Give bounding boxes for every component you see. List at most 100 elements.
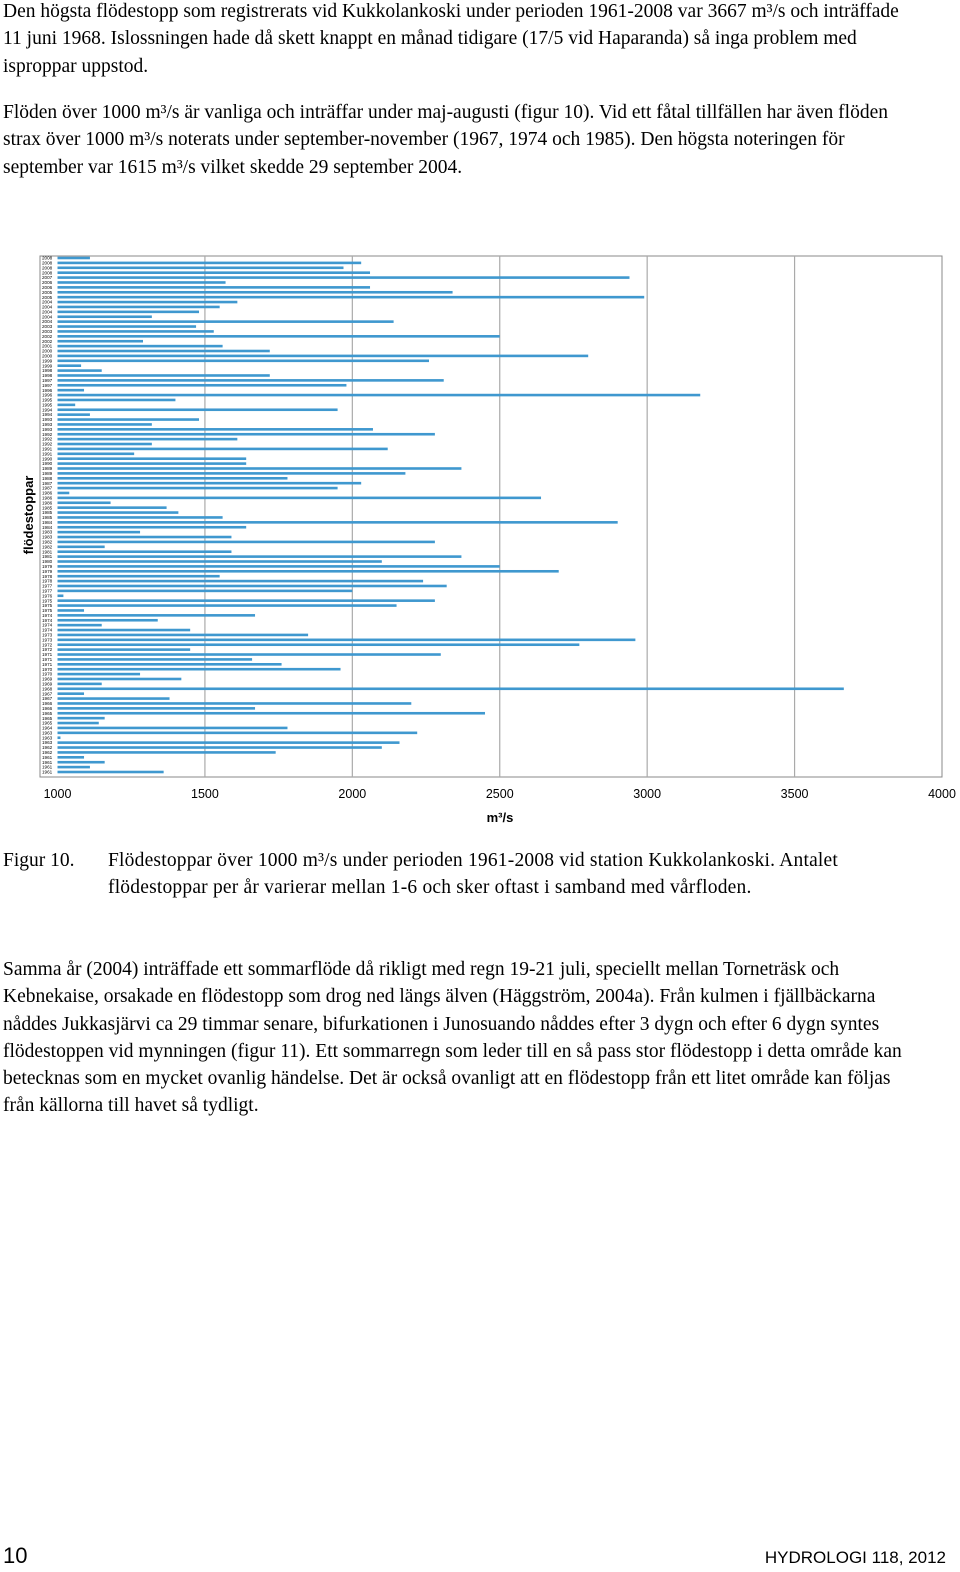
bar bbox=[57, 736, 61, 740]
bar bbox=[57, 398, 176, 402]
y-tick-label: 2003 bbox=[42, 329, 53, 334]
y-tick-label: 1983 bbox=[42, 535, 53, 540]
x-tick-label: 1000 bbox=[44, 787, 72, 801]
y-tick-label: 1987 bbox=[42, 481, 53, 486]
bar bbox=[57, 428, 373, 431]
bar bbox=[57, 751, 276, 754]
bar bbox=[57, 374, 270, 377]
caption-label: Figur 10. bbox=[3, 850, 75, 871]
bar bbox=[57, 516, 223, 519]
bar bbox=[57, 320, 394, 323]
bar bbox=[57, 614, 256, 617]
y-tick-label: 1991 bbox=[42, 451, 53, 456]
bar bbox=[57, 550, 232, 554]
bar bbox=[57, 393, 701, 397]
bar bbox=[57, 545, 105, 549]
bar bbox=[57, 697, 170, 700]
x-tick-label: 1500 bbox=[191, 787, 219, 801]
bar bbox=[57, 423, 152, 426]
y-tick-label: 1961 bbox=[42, 770, 53, 775]
bar bbox=[57, 535, 232, 539]
bar bbox=[57, 540, 435, 544]
y-tick-label: 1994 bbox=[42, 412, 53, 417]
bar bbox=[57, 721, 99, 725]
bar bbox=[57, 555, 462, 558]
bar bbox=[57, 481, 362, 485]
y-tick-label: 2000 bbox=[42, 354, 53, 359]
bar bbox=[57, 687, 844, 691]
bar bbox=[57, 618, 158, 622]
bar bbox=[57, 609, 85, 612]
y-tick-label: 1975 bbox=[42, 603, 53, 608]
y-tick-label: 1982 bbox=[42, 544, 53, 549]
bar bbox=[57, 579, 424, 583]
bar bbox=[57, 447, 388, 451]
bar bbox=[57, 707, 256, 710]
bar bbox=[57, 335, 500, 338]
y-tick-label: 1984 bbox=[42, 525, 53, 530]
y-tick-label: 2000 bbox=[42, 349, 53, 354]
y-tick-label: 1996 bbox=[42, 388, 53, 393]
y-tick-label: 1962 bbox=[42, 750, 53, 755]
y-tick-label: 1966 bbox=[42, 706, 53, 711]
y-tick-label: 2006 bbox=[42, 280, 53, 285]
bar bbox=[57, 300, 238, 304]
y-tick-label: 1995 bbox=[42, 402, 53, 407]
y-tick-label: 1973 bbox=[42, 633, 53, 638]
bar bbox=[57, 290, 453, 294]
y-tick-label: 1961 bbox=[42, 755, 53, 760]
bar bbox=[57, 594, 64, 598]
y-tick-label: 1974 bbox=[42, 623, 53, 628]
y-tick-label: 1981 bbox=[42, 554, 53, 559]
y-tick-label: 2004 bbox=[42, 314, 53, 319]
y-tick-label: 1979 bbox=[42, 564, 53, 569]
bar bbox=[57, 628, 191, 632]
bar bbox=[57, 472, 406, 475]
bar bbox=[57, 486, 338, 490]
bar bbox=[57, 658, 253, 661]
y-tick-label: 1990 bbox=[42, 461, 53, 466]
y-tick-label: 1991 bbox=[42, 447, 53, 452]
y-tick-label: 2002 bbox=[42, 339, 53, 344]
bar bbox=[57, 408, 338, 412]
y-tick-label: 1970 bbox=[42, 672, 53, 677]
y-tick-label: 1963 bbox=[42, 735, 53, 740]
bar bbox=[57, 467, 462, 470]
bar bbox=[57, 716, 105, 720]
bar bbox=[57, 462, 247, 465]
plot-frame bbox=[39, 255, 943, 778]
bar bbox=[57, 746, 382, 749]
y-tick-label: 1992 bbox=[42, 437, 53, 442]
bar bbox=[57, 432, 435, 436]
paragraph: Flöden över 1000 m³/s är vanliga och int… bbox=[3, 102, 888, 178]
bar bbox=[57, 379, 444, 382]
bar bbox=[57, 574, 220, 578]
bar bbox=[57, 418, 200, 421]
y-tick-label: 1977 bbox=[42, 588, 53, 593]
bar bbox=[57, 310, 200, 314]
bar bbox=[57, 604, 397, 607]
y-tick-label: 1985 bbox=[42, 510, 53, 515]
y-tick-label: 2004 bbox=[42, 309, 53, 314]
y-tick-label: 1967 bbox=[42, 696, 53, 701]
bar bbox=[57, 648, 191, 651]
y-tick-label: 1996 bbox=[42, 393, 53, 398]
x-axis-label: m³/s bbox=[487, 810, 514, 825]
y-tick-label: 1987 bbox=[42, 486, 53, 491]
y-tick-label: 1966 bbox=[42, 701, 53, 706]
bar bbox=[57, 359, 429, 363]
bar bbox=[57, 672, 141, 676]
y-axis-label: flödestoppar bbox=[21, 476, 36, 555]
paragraph: Samma år (2004) inträffade ett sommarflö… bbox=[3, 959, 902, 1117]
y-tick-label: 1973 bbox=[42, 637, 53, 642]
bar bbox=[57, 653, 441, 656]
bar bbox=[57, 711, 486, 715]
y-tick-label: 1976 bbox=[42, 593, 53, 598]
x-tick-label: 3000 bbox=[633, 787, 661, 801]
bar bbox=[57, 256, 90, 260]
x-tick-label: 4000 bbox=[928, 787, 956, 801]
y-tick-label: 1984 bbox=[42, 520, 53, 525]
bar bbox=[57, 437, 238, 441]
bar bbox=[57, 702, 412, 705]
bar bbox=[57, 276, 630, 279]
